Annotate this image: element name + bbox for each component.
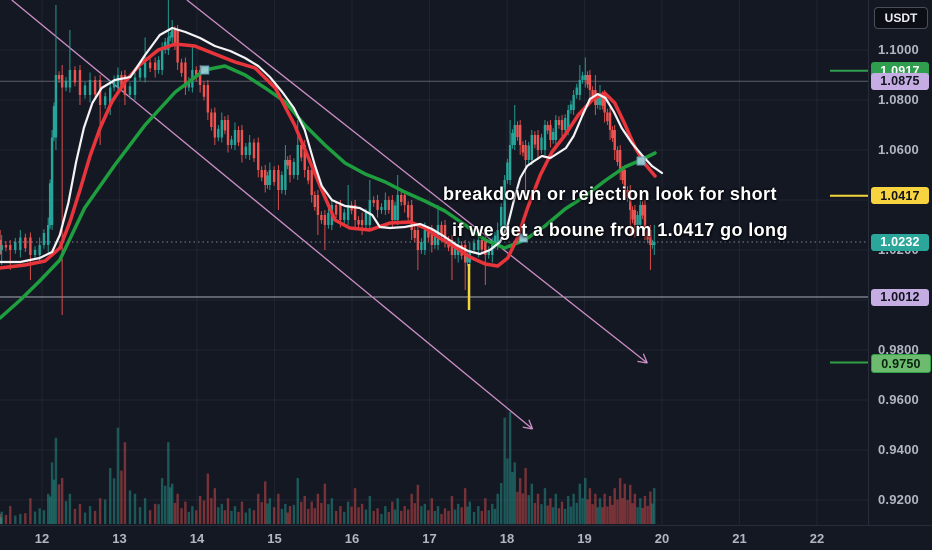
price-axis-label: 1.0600 bbox=[878, 142, 919, 157]
price-axis-label: 0.9200 bbox=[878, 492, 919, 507]
price-axis-label: 0.9800 bbox=[878, 342, 919, 357]
time-axis-label: 21 bbox=[732, 531, 747, 546]
time-axis-label: 16 bbox=[344, 531, 360, 546]
time-axis-label: 22 bbox=[809, 531, 825, 546]
annotation-long-note[interactable]: if we get a boune from 1.0417 go long bbox=[452, 220, 788, 240]
time-axis-label: 15 bbox=[267, 531, 282, 546]
price-axis-label: 1.1000 bbox=[878, 42, 919, 57]
price-axis-label: 1.0800 bbox=[878, 92, 919, 107]
time-axis-label: 14 bbox=[189, 531, 205, 546]
price-badge: 0.9750 bbox=[871, 354, 931, 373]
time-axis[interactable]: 12 13 14 15 16 17 18 19 20 21 22 bbox=[0, 525, 932, 550]
time-axis-label: 13 bbox=[112, 531, 127, 546]
price-axis[interactable]: USDT 1.10001.08001.06001.04001.02001.000… bbox=[868, 0, 932, 525]
price-badge: 1.0875 bbox=[871, 72, 929, 90]
price-badge: 1.0232 bbox=[871, 233, 929, 251]
time-axis-label: 17 bbox=[422, 531, 437, 546]
time-axis-label: 19 bbox=[577, 531, 592, 546]
currency-badge[interactable]: USDT bbox=[874, 7, 928, 29]
time-axis-label: 18 bbox=[499, 531, 515, 546]
time-axis-label: 20 bbox=[654, 531, 670, 546]
price-badge: 1.0012 bbox=[871, 288, 929, 306]
annotation-short-note[interactable]: breakdown or rejection look for short bbox=[443, 184, 777, 204]
chart-canvas[interactable] bbox=[0, 0, 868, 525]
time-axis-label: 12 bbox=[34, 531, 50, 546]
price-axis-label: 0.9400 bbox=[878, 442, 919, 457]
price-badge: 1.0417 bbox=[871, 187, 929, 205]
price-axis-label: 0.9600 bbox=[878, 392, 919, 407]
